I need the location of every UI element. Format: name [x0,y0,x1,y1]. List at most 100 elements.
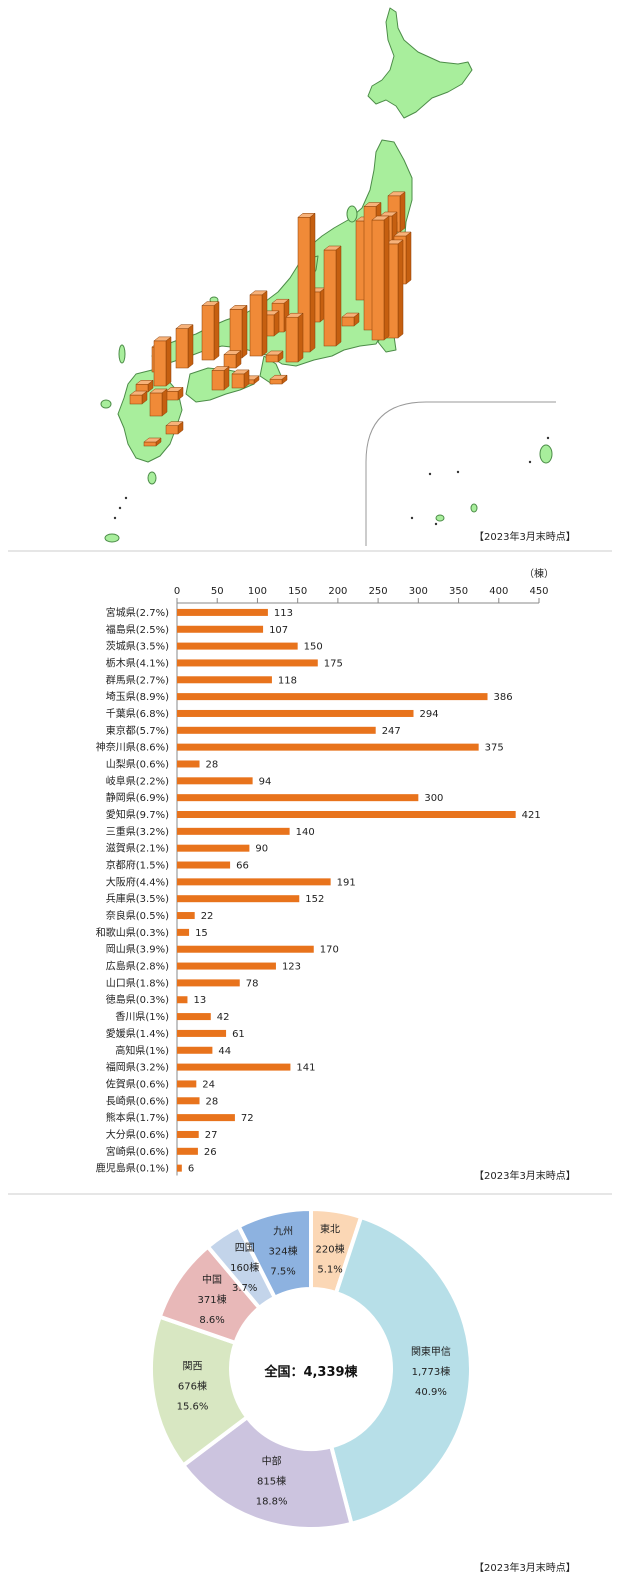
bar-rows: 宮城県(2.7%) 113 福島県(2.5%) 107 茨城県(3.5%) 150 栃木県(… [96,606,541,1175]
donut-center-label: 全国：4,339棟 [263,1364,358,1380]
bar [177,928,190,936]
donut-slice-count-label: 1,773棟 [412,1365,451,1378]
map-okinawa-3 [435,514,445,522]
x-tick-label: 0 [174,586,180,597]
donut-slice-count-label: 371棟 [198,1293,227,1306]
bar-value-label: 66 [236,861,249,872]
donut-slice-name: 四国 [235,1242,255,1254]
bar-row: 佐賀県(0.6%) 24 [106,1078,215,1090]
bar [177,760,200,768]
donut-slice-name: 関西 [182,1361,202,1373]
bar-value-label: 150 [304,642,323,653]
bar-value-label: 27 [205,1130,218,1141]
category-label: 東京都(5.7%) [106,724,169,737]
bar-value-label: 113 [274,608,293,619]
donut-as-of-label: 【2023年3月末時点】 [474,1563,576,1574]
bar-row: 大阪府(4.4%) 191 [106,875,356,888]
bar-value-label: 375 [485,743,504,754]
map-column [229,304,248,359]
japan-map [100,7,556,546]
bar [177,861,231,869]
bar [177,1130,199,1138]
bar-row: 栃木県(4.1%) 175 [106,656,343,669]
bar-row: 山梨県(0.6%) 28 [106,757,218,770]
map-amami [104,533,120,543]
bar-row: 宮城県(2.7%) 113 [106,606,293,619]
map-okinawa-1 [539,444,553,464]
bar-row: 長崎県(0.6%) 28 [106,1094,218,1107]
bar-value-label: 44 [218,1046,231,1057]
bar-value-label: 90 [255,844,268,855]
donut-slice-share-label: 18.8% [256,1496,288,1507]
divider-1 [8,550,612,552]
bar [177,827,290,835]
bar-row: 愛知県(9.7%) 421 [106,808,541,821]
bar [177,878,331,886]
bar-value-label: 22 [201,911,214,922]
bar [177,1114,235,1122]
donut-slice-name: 中国 [202,1273,222,1286]
bar-value-label: 170 [320,945,339,956]
map-as-of-label: 【2023年3月末時点】 [474,532,576,543]
bar-as-of-label: 【2023年3月末時点】 [474,1171,576,1182]
bar-row: 福岡県(3.2%) 141 [106,1061,316,1074]
bar-value-label: 123 [282,962,301,973]
bar-value-label: 26 [204,1147,217,1158]
category-label: 愛媛県(1.4%) [106,1027,169,1040]
bar-row: 神奈川県(8.6%) 375 [96,741,504,754]
bar-value-label: 386 [494,692,513,703]
bar-value-label: 140 [296,827,315,838]
category-label: 静岡県(6.9%) [106,791,169,804]
map-goto [100,399,112,409]
donut-slice [180,1414,354,1531]
bar-row: 福島県(2.5%) 107 [106,623,288,636]
bar-value-label: 247 [382,726,401,737]
donut-slice [328,1214,473,1527]
donut-slice-share-label: 3.7% [232,1283,257,1294]
x-tick-label: 300 [409,586,428,597]
map-column [201,301,220,361]
category-label: 香川県(1%) [115,1011,169,1023]
category-label: 岡山県(3.9%) [106,944,169,956]
bar-row: 熊本県(1.7%) 72 [106,1111,254,1124]
donut-slices [149,1206,473,1531]
bar-value-label: 13 [193,995,206,1006]
bar-row: 徳島県(0.3%) 13 [106,993,206,1006]
bar [177,1063,291,1071]
bar-row: 高知県(1%) 44 [115,1044,231,1057]
category-label: 神奈川県(8.6%) [96,741,169,754]
bar-value-label: 191 [337,877,356,888]
bar [177,1046,213,1054]
map-column [269,374,288,385]
category-label: 群馬県(2.7%) [106,673,169,686]
category-label: 大分県(0.6%) [106,1128,169,1141]
bar [177,1029,227,1037]
map-column [231,369,250,389]
category-label: 広島県(2.8%) [106,960,169,973]
bar-value-label: 152 [305,894,324,905]
x-tick-label: 50 [211,586,224,597]
bar-row: 千葉県(6.8%) 294 [106,707,439,720]
bar-row: 香川県(1%) 42 [115,1011,229,1023]
region-donut-chart: 東北 220棟 5.1% 関東甲信 1,773棟 40.9% 中部 815棟 18.8% 関西 67… [149,1206,473,1531]
bar-value-label: 24 [202,1079,215,1090]
donut-slice-share-label: 15.6% [177,1402,209,1413]
bar-value-label: 6 [188,1164,194,1175]
map-column [265,350,284,363]
bar-value-label: 107 [269,625,288,636]
bar [177,625,264,633]
category-label: 熊本県(1.7%) [106,1111,169,1124]
donut-slice-count-label: 676棟 [178,1380,207,1393]
category-label: 大阪府(4.4%) [106,875,169,888]
bar [177,743,479,751]
bar-row: 兵庫県(3.5%) 152 [106,892,325,905]
map-column [149,388,168,417]
japan-map-panel: 【2023年3月末時点】 [0,0,620,552]
bar [177,945,314,953]
bar-row: 宮崎県(0.6%) 26 [106,1145,217,1158]
bar-value-label: 28 [206,1096,219,1107]
map-column [223,350,242,369]
map-tsushima [118,344,126,364]
map-okinawa-2 [470,503,478,513]
x-tick-label: 200 [328,586,347,597]
